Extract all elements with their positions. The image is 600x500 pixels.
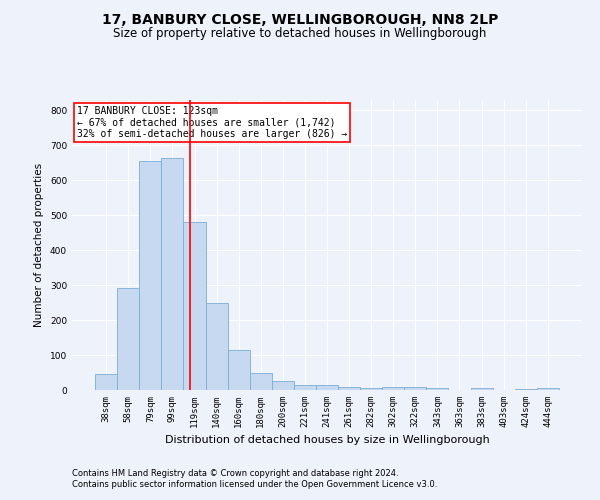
Bar [184,222,206,390]
Text: Size of property relative to detached houses in Wellingborough: Size of property relative to detached ho… [113,28,487,40]
Text: Contains public sector information licensed under the Open Government Licence v3: Contains public sector information licen… [72,480,437,489]
Bar [206,302,227,390]
Bar [250,372,272,390]
Bar [95,374,117,390]
Bar [316,385,338,390]
Text: 17, BANBURY CLOSE, WELLINGBOROUGH, NN8 2LP: 17, BANBURY CLOSE, WELLINGBOROUGH, NN8 2… [102,12,498,26]
Bar [404,387,427,390]
Bar [272,382,294,390]
Bar [537,388,559,390]
Bar [360,388,382,390]
Text: 17 BANBURY CLOSE: 123sqm
← 67% of detached houses are smaller (1,742)
32% of sem: 17 BANBURY CLOSE: 123sqm ← 67% of detach… [77,106,347,139]
Bar [227,350,250,390]
Bar [338,386,360,390]
Bar [515,389,537,390]
Bar [161,158,184,390]
Y-axis label: Number of detached properties: Number of detached properties [34,163,44,327]
Bar [427,388,448,390]
Bar [382,387,404,390]
Bar [117,288,139,390]
X-axis label: Distribution of detached houses by size in Wellingborough: Distribution of detached houses by size … [164,436,490,446]
Bar [139,161,161,390]
Bar [294,385,316,390]
Text: Contains HM Land Registry data © Crown copyright and database right 2024.: Contains HM Land Registry data © Crown c… [72,468,398,477]
Bar [470,388,493,390]
